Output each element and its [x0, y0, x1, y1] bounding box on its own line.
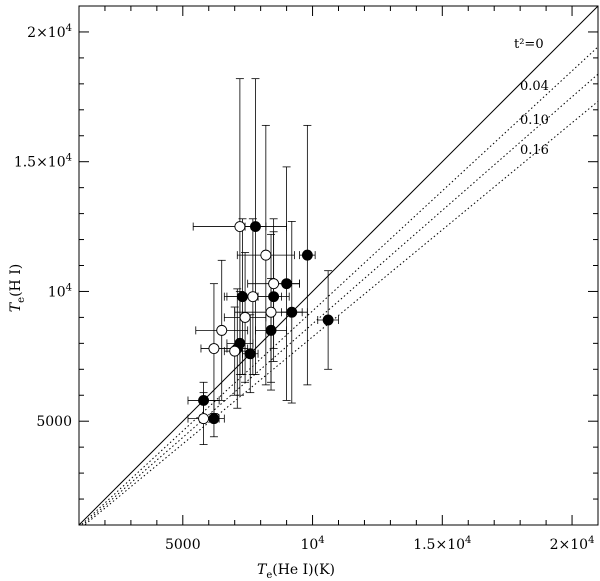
open-data-point	[208, 343, 220, 354]
y-tick-label: 5000	[36, 414, 72, 430]
reference-line-label: 0.16	[520, 143, 549, 158]
y-axis-title: Te(H I)	[8, 264, 27, 312]
x-axis-title: Te(He I)(K)	[257, 562, 335, 581]
x-tick-label: 5000	[165, 537, 201, 553]
reference-lines	[79, 6, 598, 525]
reference-line-label: t²=0	[514, 37, 544, 52]
x-tick-label: 104	[300, 535, 324, 553]
x-tick-label: 1.5×104	[413, 535, 471, 553]
open-data-point	[234, 221, 246, 233]
open-data-point	[216, 324, 228, 336]
reference-line-label: 0.10	[520, 113, 549, 128]
x-tick-label: 2×104	[550, 535, 595, 553]
open-data-point	[265, 306, 277, 318]
plot-frame	[78, 5, 599, 526]
open-data-point	[198, 413, 210, 425]
filled-data-point	[268, 291, 280, 303]
filled-data-point	[286, 306, 298, 318]
y-tick-label: 104	[48, 282, 72, 300]
filled-data-point	[301, 249, 313, 261]
open-data-point	[260, 249, 272, 261]
reference-line-labels: t²=0 0.04 0.10 0.16	[514, 37, 549, 158]
open-data-point	[268, 278, 280, 290]
reference-line-t2-0_16	[83, 100, 598, 525]
y-tick-label: 2×104	[27, 23, 72, 41]
y-tick-label: 1.5×104	[14, 153, 72, 171]
filled-data-point	[237, 291, 248, 303]
filled-data-point	[250, 221, 261, 233]
open-data-point	[239, 311, 251, 323]
open-data-point	[229, 345, 241, 357]
filled-data-point	[244, 348, 256, 360]
reference-line-t2-0_1	[81, 73, 598, 525]
filled-data-point	[198, 394, 210, 406]
reference-line-t2-0	[79, 6, 598, 525]
error-bars	[187, 78, 339, 445]
filled-data-point	[322, 314, 334, 326]
filled-data-point	[265, 324, 277, 336]
reference-line-label: 0.04	[520, 79, 549, 94]
reference-line-t2-0_04	[80, 46, 598, 525]
tick-labels: 5000 104 1.5×104 2×104 5000 104 1.5×104 2×104	[14, 23, 595, 553]
data-markers	[198, 221, 334, 425]
filled-data-point	[281, 278, 293, 290]
filled-data-point	[208, 413, 220, 425]
open-data-point	[247, 291, 259, 303]
